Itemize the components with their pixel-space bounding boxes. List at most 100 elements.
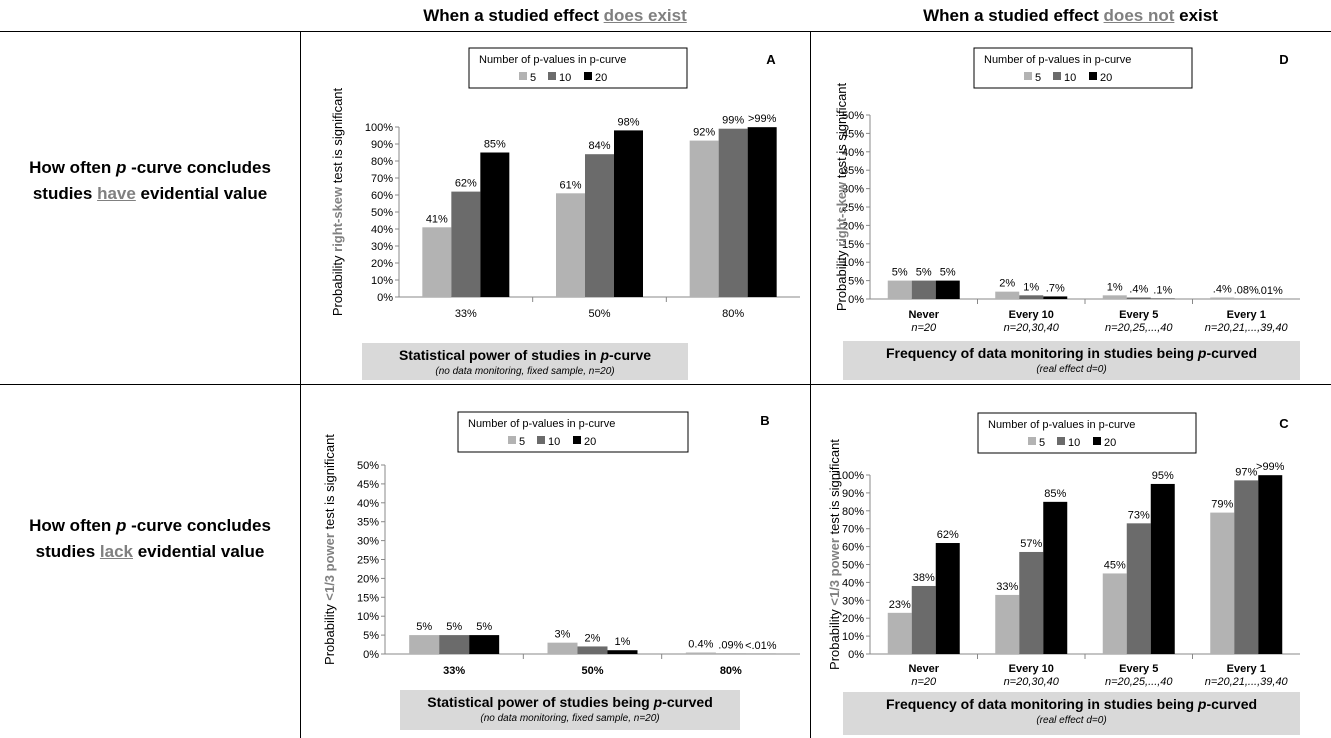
value-label-a-2-2: >99% bbox=[748, 113, 777, 125]
legend-box-d bbox=[973, 47, 1193, 89]
legend-label-b-0: 5 bbox=[519, 436, 525, 448]
ytick-label-c-0: 0% bbox=[848, 649, 864, 661]
bar-a-1-0 bbox=[556, 193, 585, 297]
header-does-not-exist: When a studied effect does not exist bbox=[810, 6, 1331, 26]
row-bot-l1-pre: How often bbox=[29, 516, 116, 535]
panel-letter-b: B bbox=[760, 413, 769, 428]
xtitle-post-a: -curve bbox=[609, 347, 651, 363]
value-label-b-0-0: 5% bbox=[416, 621, 432, 633]
value-label-c-2-0: 45% bbox=[1104, 559, 1126, 571]
row-top-l1-post: -curve concludes bbox=[126, 158, 271, 177]
header-right-post: exist bbox=[1174, 6, 1218, 25]
value-label-b-1-0: 3% bbox=[555, 629, 571, 641]
ytick-label-a-5: 50% bbox=[371, 207, 393, 219]
bar-c-1-1 bbox=[1019, 551, 1044, 654]
value-label-b-2-1: .09% bbox=[718, 640, 743, 652]
x-axis-subtitle-b: (no data monitoring, fixed sample, n=20) bbox=[480, 713, 659, 724]
row-top-l1-i: p bbox=[115, 158, 127, 177]
grid-middle-line bbox=[0, 384, 1331, 385]
value-label-d-1-0: 2% bbox=[999, 278, 1015, 290]
value-label-a-0-1: 62% bbox=[455, 178, 477, 190]
bar-d-1-1 bbox=[1019, 295, 1044, 299]
row-top-l2-post: evidential value bbox=[135, 184, 268, 203]
legend-label-d-1: 10 bbox=[1064, 72, 1076, 84]
ytick-label-b-0: 0% bbox=[363, 649, 379, 661]
category-label-d-1: Every 10 bbox=[1009, 309, 1054, 321]
ytick-label-a-6: 60% bbox=[371, 190, 393, 202]
legend-swatch-a-2 bbox=[584, 72, 592, 80]
xtitle-box-d bbox=[843, 341, 1300, 380]
legend-swatch-c-0 bbox=[1028, 437, 1036, 445]
legend-swatch-b-1 bbox=[537, 436, 545, 444]
bar-d-0-2 bbox=[935, 280, 960, 299]
bar-b-1-0 bbox=[547, 642, 578, 654]
bar-b-0-0 bbox=[409, 635, 440, 654]
legend-label-d-0: 5 bbox=[1035, 72, 1041, 84]
x-axis-title-c: Frequency of data monitoring in studies … bbox=[886, 696, 1257, 712]
legend-title-a: Number of p-values in p-curve bbox=[479, 54, 626, 66]
bar-d-0-1 bbox=[911, 280, 936, 299]
bar-b-1-2 bbox=[607, 650, 638, 654]
ylabel-post-c: test is significant bbox=[827, 439, 842, 538]
ylabel-post-a: test is significant bbox=[330, 87, 345, 186]
bar-c-0-2 bbox=[935, 543, 960, 654]
category-sublabel-c-0: n=20 bbox=[911, 676, 937, 688]
bar-c-1-0 bbox=[995, 594, 1020, 654]
bar-d-0-0 bbox=[887, 280, 912, 299]
bar-a-1-1 bbox=[585, 154, 614, 297]
bar-c-2-0 bbox=[1102, 573, 1127, 654]
ytick-label-d-0: 0% bbox=[848, 294, 864, 306]
panel-letter-a: A bbox=[766, 52, 776, 67]
value-label-c-1-0: 33% bbox=[996, 581, 1018, 593]
ytick-label-a-7: 70% bbox=[371, 173, 393, 185]
bar-b-0-2 bbox=[469, 635, 500, 654]
xtitle-pre-b: Statistical power of studies being bbox=[427, 694, 653, 710]
ytick-label-d-6: 30% bbox=[842, 184, 864, 196]
value-label-c-3-0: 79% bbox=[1211, 499, 1233, 511]
bar-b-1-1 bbox=[577, 646, 608, 654]
value-label-a-0-2: 85% bbox=[484, 139, 506, 151]
row-top-l2-u: have bbox=[97, 184, 136, 203]
ytick-label-c-3: 30% bbox=[842, 595, 864, 607]
ytick-label-d-10: 50% bbox=[842, 110, 864, 122]
bar-c-0-1 bbox=[911, 585, 936, 654]
legend-label-d-2: 20 bbox=[1100, 72, 1112, 84]
ylabel-accent-d: right-skew bbox=[834, 181, 849, 247]
legend-label-a-2: 20 bbox=[595, 72, 607, 84]
ytick-label-b-4: 20% bbox=[357, 573, 379, 585]
legend-box-a bbox=[468, 47, 688, 89]
category-label-a-0: 33% bbox=[455, 308, 477, 320]
y-axis-title-c: Probability <1/3 power test is significa… bbox=[827, 439, 842, 670]
bar-a-0-0 bbox=[422, 227, 452, 297]
legend-swatch-c-2 bbox=[1093, 437, 1101, 445]
legend-label-c-1: 10 bbox=[1068, 437, 1080, 449]
legend-swatch-a-1 bbox=[548, 72, 556, 80]
bar-c-1-2 bbox=[1043, 501, 1068, 654]
legend-label-b-1: 10 bbox=[548, 436, 560, 448]
ytick-label-b-10: 50% bbox=[357, 460, 379, 472]
legend-label-c-0: 5 bbox=[1039, 437, 1045, 449]
category-sublabel-c-2: n=20,25,...,40 bbox=[1105, 676, 1173, 688]
legend-swatch-b-2 bbox=[573, 436, 581, 444]
ylabel-post-b: test is significant bbox=[322, 434, 337, 533]
xtitle-i-b: p bbox=[653, 694, 663, 710]
category-label-d-2: Every 5 bbox=[1119, 309, 1158, 321]
x-axis-subtitle-d: (real effect d=0) bbox=[1036, 364, 1106, 375]
ytick-label-a-10: 100% bbox=[365, 122, 393, 134]
x-axis-subtitle-a: (no data monitoring, fixed sample, n=20) bbox=[435, 366, 614, 377]
bar-a-1-2 bbox=[614, 130, 643, 297]
value-label-d-2-0: 1% bbox=[1107, 281, 1123, 293]
xtitle-post-c: -curved bbox=[1206, 696, 1257, 712]
x-axis-title-a: Statistical power of studies in p-curve bbox=[399, 347, 651, 363]
value-label-d-0-2: 5% bbox=[940, 267, 956, 279]
ytick-label-a-0: 0% bbox=[377, 292, 393, 304]
value-label-d-1-1: 1% bbox=[1023, 281, 1039, 293]
xtitle-pre-a: Statistical power of studies in bbox=[399, 347, 600, 363]
category-sublabel-d-2: n=20,25,...,40 bbox=[1105, 322, 1173, 334]
bar-a-0-2 bbox=[480, 152, 510, 297]
row-label-lack: How often p -curve concludes studies lac… bbox=[0, 513, 300, 565]
ytick-label-d-2: 10% bbox=[842, 257, 864, 269]
